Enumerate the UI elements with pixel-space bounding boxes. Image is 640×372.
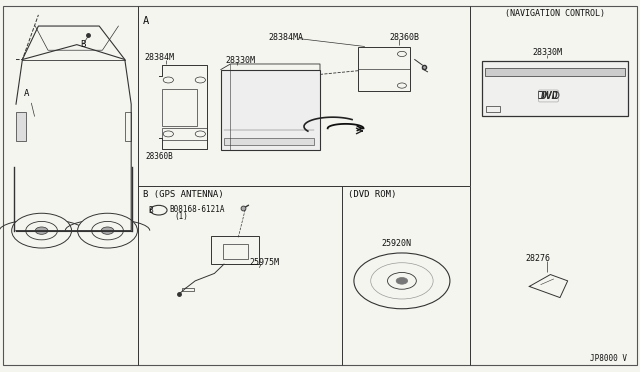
Text: DVD: DVD	[537, 91, 560, 101]
Bar	[486, 106, 500, 112]
Text: (1): (1)	[174, 212, 188, 221]
Text: JP8000 V: JP8000 V	[590, 355, 627, 363]
Text: 28384MA: 28384MA	[269, 33, 304, 42]
Bar	[358, 46, 410, 91]
Bar	[224, 138, 314, 145]
Text: B08168-6121A: B08168-6121A	[170, 205, 225, 214]
Bar	[221, 70, 320, 150]
Text: B (GPS ANTENNA): B (GPS ANTENNA)	[143, 190, 223, 199]
Text: 28330M: 28330M	[532, 48, 562, 57]
Text: A: A	[24, 89, 29, 97]
Text: (NAVIGATION CONTROL): (NAVIGATION CONTROL)	[505, 9, 605, 18]
Text: B: B	[80, 40, 85, 49]
Text: 28384M: 28384M	[144, 53, 174, 62]
Bar	[223, 244, 248, 259]
Bar	[482, 61, 628, 116]
Text: B: B	[148, 206, 153, 215]
Circle shape	[12, 213, 72, 248]
Circle shape	[35, 227, 48, 234]
Circle shape	[396, 278, 408, 284]
Bar	[485, 68, 625, 76]
Text: DVD: DVD	[540, 91, 557, 101]
Text: A: A	[143, 16, 149, 26]
Text: 28276: 28276	[525, 254, 550, 263]
Text: (DVD ROM): (DVD ROM)	[348, 190, 396, 199]
Text: 25975M: 25975M	[250, 258, 280, 267]
Text: 28360B: 28360B	[389, 33, 419, 42]
Bar	[211, 236, 259, 264]
Bar	[16, 112, 26, 141]
Text: 25920N: 25920N	[382, 239, 412, 248]
Bar	[182, 288, 194, 291]
Text: 28330M: 28330M	[226, 56, 256, 65]
Circle shape	[101, 227, 114, 234]
Text: 28360B: 28360B	[145, 153, 173, 161]
Bar	[162, 89, 197, 126]
Bar	[162, 128, 207, 140]
Bar	[125, 112, 131, 141]
Circle shape	[77, 213, 138, 248]
